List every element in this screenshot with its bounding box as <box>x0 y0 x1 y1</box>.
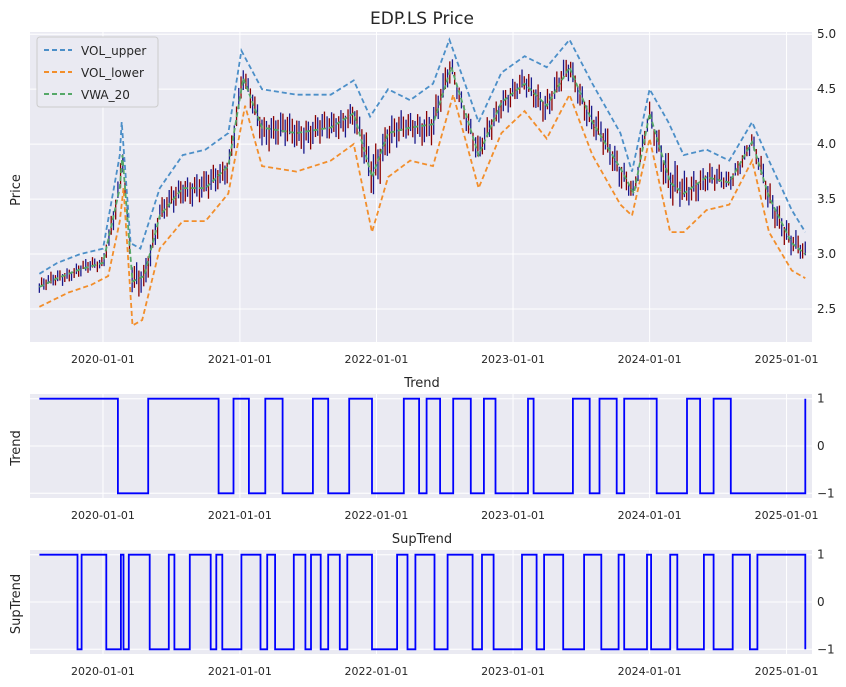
series-line-vol-upper <box>38 37 807 275</box>
y-tick-label: 1 <box>817 548 825 562</box>
x-tick-label: 2021-01-01 <box>208 353 272 366</box>
suptrend-line <box>39 553 807 651</box>
step-line <box>39 397 807 495</box>
price-y-tick-labels: 2.5 3.0 3.5 4.0 4.5 5.0 <box>817 27 836 316</box>
x-tick-label: 2023-01-01 <box>481 353 545 366</box>
suptrend-y-axis-label: SupTrend <box>9 574 24 634</box>
price-legend: VOL_upper VOL_lower VWA_20 <box>36 36 159 108</box>
x-tick-label: 2022-01-01 <box>345 353 409 366</box>
trend-y-axis-label: Trend <box>9 430 24 467</box>
x-tick-label: 2023-01-01 <box>481 509 545 522</box>
y-tick-label: −1 <box>817 486 835 500</box>
y-tick-label: 0 <box>817 595 825 609</box>
trend-chart-title: Trend <box>403 376 440 391</box>
x-tick-label: 2020-01-01 <box>71 509 135 522</box>
series-line-vwa-20 <box>39 64 806 288</box>
legend-box <box>36 36 159 108</box>
x-tick-label: 2025-01-01 <box>755 665 819 678</box>
y-tick-label: 0 <box>817 439 825 453</box>
x-tick-label: 2021-01-01 <box>208 509 272 522</box>
y-tick-label: 3.0 <box>817 247 836 261</box>
x-tick-label: 2024-01-01 <box>618 509 682 522</box>
series-line-vol-lower <box>39 91 806 327</box>
y-tick-label: 4.0 <box>817 137 836 151</box>
y-tick-label: 2.5 <box>817 302 836 316</box>
x-tick-label: 2020-01-01 <box>71 665 135 678</box>
x-tick-label: 2021-01-01 <box>208 665 272 678</box>
x-tick-label: 2022-01-01 <box>345 665 409 678</box>
x-tick-label: 2020-01-01 <box>71 353 135 366</box>
trend-y-tick-labels: −1 0 1 <box>817 392 835 501</box>
price-x-tick-labels: 2020-01-01 2021-01-01 2022-01-01 2023-01-01… <box>71 353 819 366</box>
legend-label-vwa-20: VWA_20 <box>81 88 130 102</box>
y-tick-label: 1 <box>817 392 825 406</box>
suptrend-chart-panel: SupTrend 2020-01-01 2021-01-01 2022-01-01 2… <box>9 532 835 678</box>
price-y-axis-label: Price <box>9 174 24 206</box>
y-tick-label: −1 <box>817 642 835 656</box>
price-chart-title: EDP.LS Price <box>370 9 474 29</box>
suptrend-chart-title: SupTrend <box>392 532 452 547</box>
x-tick-label: 2022-01-01 <box>345 509 409 522</box>
legend-label-vol-lower: VOL_lower <box>81 66 144 80</box>
x-tick-label: 2025-01-01 <box>755 509 819 522</box>
y-tick-label: 5.0 <box>817 27 836 41</box>
x-tick-label: 2024-01-01 <box>618 665 682 678</box>
trend-line <box>39 397 807 495</box>
suptrend-y-tick-labels: −1 0 1 <box>817 548 835 657</box>
trend-x-tick-labels: 2020-01-01 2021-01-01 2022-01-01 2023-01-01… <box>71 509 819 522</box>
trend-chart-panel: Trend 2020-01-01 2021-01-01 2022-01-01 2023… <box>9 376 835 522</box>
price-grid <box>30 32 812 342</box>
suptrend-x-tick-labels: 2020-01-01 2021-01-01 2022-01-01 2023-01-01… <box>71 665 819 678</box>
legend-label-vol-upper: VOL_upper <box>81 44 146 58</box>
step-line <box>39 553 807 651</box>
y-tick-label: 3.5 <box>817 192 836 206</box>
x-tick-label: 2023-01-01 <box>481 665 545 678</box>
x-tick-label: 2024-01-01 <box>618 353 682 366</box>
price-candles <box>38 59 806 297</box>
price-lines <box>38 37 807 327</box>
x-tick-label: 2025-01-01 <box>755 353 819 366</box>
price-chart-panel: EDP.LS Price 2020-01-01 2021-01-01 2022-01… <box>9 9 836 366</box>
y-tick-label: 4.5 <box>817 82 836 96</box>
